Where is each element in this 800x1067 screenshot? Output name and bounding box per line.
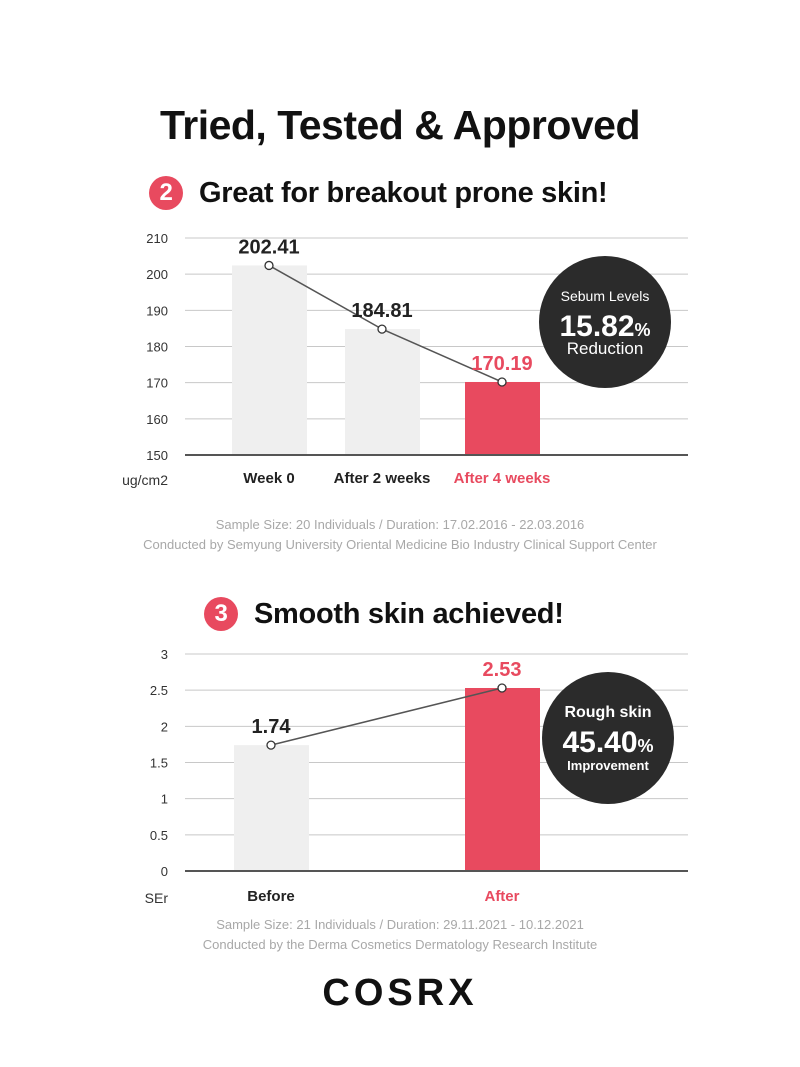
section-number-badge: 3	[204, 597, 238, 631]
x-category-label: Week 0	[243, 470, 294, 487]
badge-number: 15.82	[559, 310, 634, 343]
badge-value: 15.82%	[559, 310, 650, 343]
value-label: 170.19	[471, 353, 532, 375]
data-point	[264, 260, 274, 271]
bar-after-2-weeks	[345, 329, 420, 455]
value-label: 1.74	[252, 716, 292, 738]
badge-number: 45.40	[562, 726, 637, 759]
value-label: 202.41	[238, 236, 299, 258]
y-tick-label: 150	[146, 448, 168, 463]
roughness-chart: 3 2.5 2 1.5 1 0.5 0 SEr Before After 1.74 2.53 Rough…	[145, 647, 688, 906]
roughness-notes: Sample Size: 21 Individuals / Duration: …	[0, 915, 800, 955]
badge-title: Rough skin	[564, 704, 651, 721]
sebum-notes: Sample Size: 20 Individuals / Duration: …	[0, 515, 800, 555]
y-tick-label: 190	[146, 303, 168, 318]
bar-week-0	[232, 265, 307, 455]
sample-info: Sample Size: 20 Individuals / Duration: …	[215, 517, 585, 532]
sebum-chart: 210 200 190 180 170 160 150 ug/cm2 Week 0 After 2…	[122, 231, 688, 488]
value-label: 2.53	[483, 659, 522, 681]
sample-info: Sample Size: 21 Individuals / Duration: …	[216, 917, 584, 932]
value-label: 184.81	[351, 300, 412, 322]
y-tick-label: 0	[161, 864, 168, 879]
section-title: Great for breakout prone skin!	[199, 176, 608, 209]
y-tick-label: 180	[146, 340, 168, 355]
x-category-label: After	[484, 888, 519, 905]
x-category-label: After 2 weeks	[334, 470, 431, 487]
y-tick-label: 170	[146, 376, 168, 391]
bar-after-4-weeks	[465, 381, 540, 455]
data-point	[497, 683, 507, 693]
y-tick-label: 200	[146, 267, 168, 282]
y-tick-label: 2	[161, 719, 168, 734]
result-badge	[539, 256, 671, 388]
page-title: Tried, Tested & Approved	[159, 102, 641, 148]
badge-title: Sebum Levels	[561, 288, 650, 304]
x-category-label: After 4 weeks	[454, 470, 551, 487]
y-tick-label: 3	[161, 647, 168, 662]
x-category-label: Before	[247, 888, 295, 905]
badge-caption: Improvement	[567, 758, 649, 773]
data-point	[266, 740, 276, 750]
y-axis-unit: SEr	[145, 890, 169, 906]
badge-unit: %	[638, 736, 654, 756]
section-number-badge: 2	[149, 176, 183, 210]
y-tick-label: 2.5	[150, 683, 168, 698]
badge-caption: Reduction	[567, 339, 644, 358]
bar-after	[465, 687, 540, 871]
brand-logo: COSRX	[322, 972, 478, 1014]
badge-unit: %	[635, 320, 651, 340]
y-axis-unit: ug/cm2	[122, 472, 168, 488]
y-tick-label: 210	[146, 231, 168, 246]
section-title: Smooth skin achieved!	[254, 597, 564, 630]
result-badge	[542, 672, 674, 804]
bar-before	[234, 745, 309, 871]
y-tick-label: 1.5	[150, 756, 168, 771]
section-heading-smooth: 3 Smooth skin achieved!	[204, 597, 564, 631]
y-tick-label: 0.5	[150, 828, 168, 843]
trend-line	[270, 687, 503, 746]
data-point	[497, 377, 507, 387]
badge-value: 45.40%	[562, 726, 653, 759]
y-tick-label: 160	[146, 412, 168, 427]
section-heading-sebum: 2 Great for breakout prone skin!	[149, 176, 608, 210]
conducted-by: Conducted by Semyung University Oriental…	[143, 537, 657, 552]
conducted-by: Conducted by the Derma Cosmetics Dermato…	[202, 937, 598, 952]
data-point	[377, 324, 387, 334]
y-tick-label: 1	[161, 792, 168, 807]
